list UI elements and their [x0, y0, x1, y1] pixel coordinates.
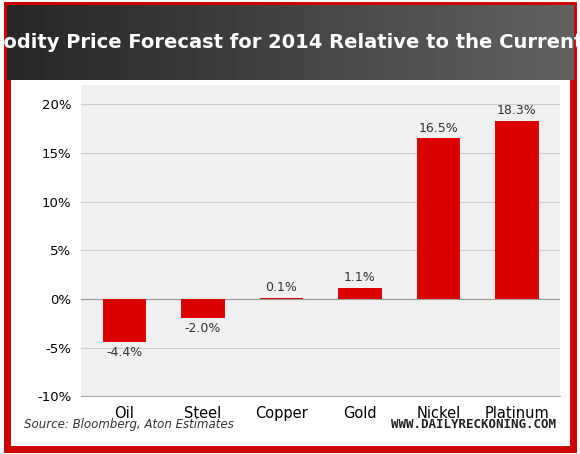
- Text: -2.0%: -2.0%: [185, 322, 221, 336]
- Text: Source: Bloomberg, Aton Estimates: Source: Bloomberg, Aton Estimates: [24, 418, 234, 431]
- Text: Commodity Price Forecast for 2014 Relative to the Current Price: Commodity Price Forecast for 2014 Relati…: [0, 34, 580, 52]
- Text: -4.4%: -4.4%: [107, 346, 143, 359]
- Text: WWW.DAILYRECKONING.COM: WWW.DAILYRECKONING.COM: [391, 418, 556, 431]
- Text: 18.3%: 18.3%: [497, 104, 537, 117]
- Bar: [338, 288, 382, 299]
- Text: 0.1%: 0.1%: [266, 281, 298, 294]
- Bar: [182, 299, 224, 319]
- Bar: [417, 138, 460, 299]
- Text: 1.1%: 1.1%: [344, 271, 376, 284]
- Text: 16.5%: 16.5%: [419, 122, 458, 134]
- Bar: [103, 299, 146, 342]
- Bar: [495, 121, 538, 299]
- Bar: [260, 298, 303, 299]
